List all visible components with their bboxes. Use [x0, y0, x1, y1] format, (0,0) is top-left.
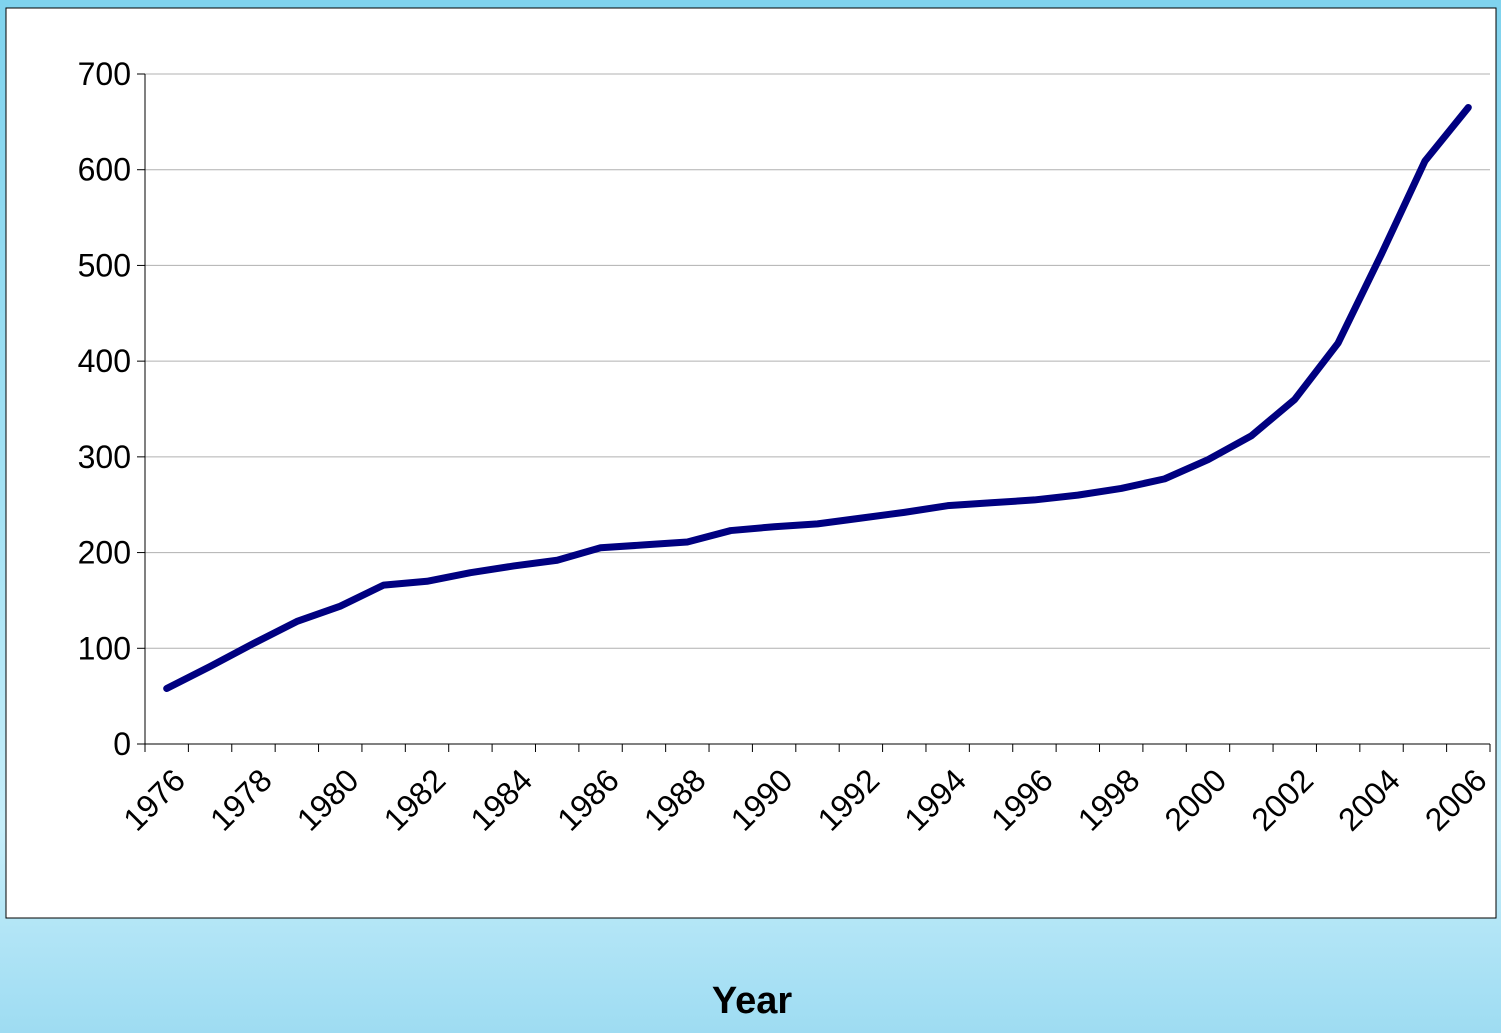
y-tick-label: 300 [78, 439, 131, 475]
y-tick-label: 200 [78, 535, 131, 571]
chart-area [5, 7, 1497, 919]
y-tick-label: 400 [78, 343, 131, 379]
y-tick-label: 100 [78, 630, 131, 666]
y-tick-label: 700 [78, 56, 131, 92]
y-tick-label: 600 [78, 152, 131, 188]
y-tick-label: 500 [78, 247, 131, 283]
y-tick-label: 0 [113, 726, 131, 762]
data-line [163, 104, 1472, 692]
x-axis-title: Year [712, 980, 793, 1022]
